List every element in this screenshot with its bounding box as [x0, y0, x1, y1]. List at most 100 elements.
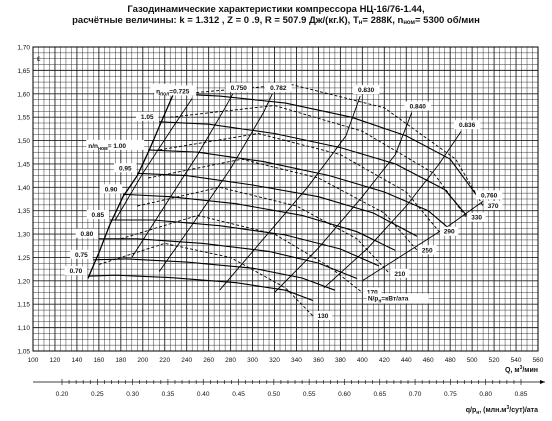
x-tick-label: 420 — [379, 357, 390, 364]
x-tick-label: 200 — [137, 357, 148, 364]
speed-label-0.75: 0.75 — [75, 252, 88, 259]
efficiency-label-0.830: 0.830 — [358, 87, 375, 94]
x2-tick-label: 0.80 — [479, 391, 492, 398]
speed-line-1.05 — [159, 121, 468, 216]
power-label-370-bg — [483, 201, 503, 211]
x-tick-label: 160 — [93, 357, 104, 364]
power-line-370 — [181, 83, 484, 207]
power-label-250: 250 — [422, 247, 433, 254]
speed-label-0.90: 0.90 — [105, 186, 118, 193]
speed-label-0.85-bg — [86, 210, 110, 220]
grid — [32, 46, 539, 352]
y-tick-label: 1,35 — [17, 208, 30, 215]
x2-tick-label: 0.45 — [232, 391, 245, 398]
power-label-170-bg — [363, 287, 382, 297]
efficiency-label-0.840: 0.840 — [410, 103, 427, 110]
efficiency-label-0.760-bg — [475, 190, 503, 200]
x2-tick-label: 0.60 — [338, 391, 351, 398]
power-line-170 — [120, 214, 363, 293]
speed-label-0.80-bg — [75, 228, 99, 238]
x2-tick-label: 0.30 — [126, 391, 139, 398]
x-tick-label: 500 — [467, 357, 478, 364]
x-axis-label: Q, м3/мин — [505, 365, 538, 374]
plot-frame — [32, 46, 539, 352]
y-tick-label: 1,45 — [17, 161, 30, 168]
efficiency-label-0.836: 0.836 — [459, 122, 476, 129]
x2-tick-label: 0.75 — [444, 391, 457, 398]
x-tick-label: 440 — [401, 357, 412, 364]
power-label-210: 210 — [394, 271, 405, 278]
secondary-axis-arrow — [540, 380, 545, 384]
x2-tick-label: 0.65 — [373, 391, 386, 398]
x2-tick-label: 0.25 — [91, 391, 104, 398]
speed-line-0.95 — [137, 172, 418, 237]
speed-label-1.05-bg — [136, 111, 159, 121]
power-header-label: N/pн=кВт/ата — [368, 295, 409, 304]
power-label-370: 370 — [488, 203, 499, 210]
speed-label-0.75-bg — [70, 249, 93, 259]
y-tick-label: 1,05 — [17, 349, 30, 356]
speed-line-1.10 — [173, 93, 479, 198]
x2-tick-label: 0.85 — [515, 391, 528, 398]
x-tick-label: 220 — [159, 357, 170, 364]
y-tick-label: 1,50 — [17, 138, 30, 145]
y-tick-label: 1,10 — [17, 325, 30, 332]
power-label-290: 290 — [444, 229, 455, 236]
x-tick-label: 320 — [269, 357, 280, 364]
surge-line — [87, 93, 175, 279]
speed-label-0.70: 0.70 — [70, 268, 83, 275]
x2-tick-label: 0.40 — [197, 391, 210, 398]
x2-tick-label: 0.70 — [409, 391, 422, 398]
x-tick-label: 240 — [181, 357, 192, 364]
power-line-290 — [159, 133, 440, 232]
power-header-bg — [366, 293, 429, 304]
power-line-330 — [170, 105, 467, 218]
speed-label-0.95-bg — [114, 163, 137, 173]
speed-label-0.95: 0.95 — [119, 165, 132, 172]
x-tick-label: 100 — [28, 357, 39, 364]
efficiency-line-0.725 — [114, 98, 193, 221]
eff-header-bg — [154, 85, 197, 96]
x2-tick-label: 0.55 — [303, 391, 316, 398]
x-tick-label: 180 — [115, 357, 126, 364]
y-axis-label: ε — [37, 54, 41, 63]
efficiency-label-0.830-bg — [352, 85, 380, 95]
speed-line-0.85 — [109, 219, 380, 267]
x-tick-label: 260 — [203, 357, 214, 364]
power-label-330-bg — [467, 212, 486, 222]
power-line-210 — [137, 186, 391, 275]
power-label-170: 170 — [367, 290, 378, 297]
y-tick-label: 1,65 — [17, 68, 30, 75]
x-tick-label: 280 — [225, 357, 236, 364]
efficiency-label-0.782-bg — [265, 82, 292, 92]
y-tick-label: 1,25 — [17, 255, 30, 262]
x-tick-label: 520 — [489, 357, 500, 364]
speed-line-0.75 — [93, 258, 336, 291]
x-tick-label: 560 — [533, 357, 544, 364]
power-label-130-bg — [313, 310, 333, 320]
efficiency-line-0.760 — [362, 200, 484, 282]
x-tick-label: 400 — [357, 357, 368, 364]
y-tick-label: 1,40 — [17, 185, 30, 192]
power-label-250-bg — [418, 245, 437, 255]
x-tick-label: 340 — [291, 357, 302, 364]
x2-tick-label: 0.35 — [162, 391, 175, 398]
y-tick-label: 1,20 — [17, 278, 30, 285]
efficiency-label-0.782: 0.782 — [270, 85, 287, 92]
y-tick-label: 1,15 — [17, 302, 30, 309]
speed-line-0.80 — [98, 238, 358, 280]
x-tick-label: 360 — [313, 357, 324, 364]
efficiency-line-0.750 — [131, 93, 234, 258]
efficiency-label-0.750-bg — [225, 82, 253, 92]
x2-tick-label: 0.50 — [268, 391, 281, 398]
x-tick-label: 380 — [335, 357, 346, 364]
x2-axis-label: q/pн, (млн.м3/сут)/ата — [466, 405, 538, 416]
speed-line-0.70 — [87, 274, 314, 302]
power-label-290-bg — [440, 226, 459, 236]
power-label-210-bg — [390, 268, 409, 278]
power-label-330: 330 — [471, 215, 482, 222]
power-line-250 — [148, 158, 418, 251]
x-tick-label: 480 — [445, 357, 456, 364]
x-tick-label: 540 — [511, 357, 522, 364]
